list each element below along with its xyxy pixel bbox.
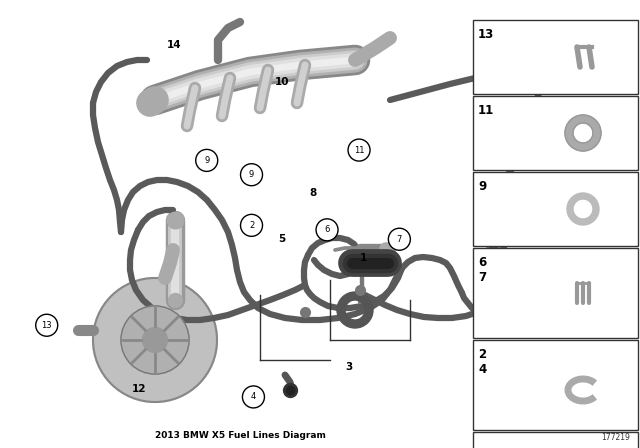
Text: 2013 BMW X5 Fuel Lines Diagram: 2013 BMW X5 Fuel Lines Diagram (155, 431, 325, 440)
Text: 13: 13 (42, 321, 52, 330)
Circle shape (348, 139, 370, 161)
Circle shape (121, 306, 189, 374)
Circle shape (143, 327, 168, 353)
Circle shape (241, 164, 262, 186)
Text: 2
4: 2 4 (478, 348, 486, 376)
FancyBboxPatch shape (473, 20, 638, 94)
Text: 177219: 177219 (601, 433, 630, 442)
Text: 8: 8 (309, 188, 317, 198)
Circle shape (196, 149, 218, 172)
FancyBboxPatch shape (473, 248, 638, 338)
Text: 1: 1 (360, 254, 367, 263)
Circle shape (36, 314, 58, 336)
FancyBboxPatch shape (473, 432, 638, 448)
Text: 6: 6 (324, 225, 330, 234)
Text: 9: 9 (478, 180, 486, 193)
Text: 14: 14 (167, 40, 181, 50)
Circle shape (316, 219, 338, 241)
Text: 9: 9 (249, 170, 254, 179)
Circle shape (243, 386, 264, 408)
Text: 9: 9 (204, 156, 209, 165)
FancyBboxPatch shape (473, 96, 638, 170)
Circle shape (93, 278, 217, 402)
FancyBboxPatch shape (473, 172, 638, 246)
FancyBboxPatch shape (473, 340, 638, 430)
Text: 4: 4 (251, 392, 256, 401)
Text: 10: 10 (275, 77, 289, 87)
Text: 11: 11 (354, 146, 364, 155)
Text: 2: 2 (249, 221, 254, 230)
Text: 11: 11 (478, 104, 494, 117)
Text: 13: 13 (478, 28, 494, 41)
Circle shape (241, 214, 262, 237)
Circle shape (388, 228, 410, 250)
Text: 12: 12 (132, 384, 147, 394)
Text: 3: 3 (345, 362, 353, 372)
Text: 5: 5 (278, 234, 285, 244)
Text: 7: 7 (397, 235, 402, 244)
Text: 6
7: 6 7 (478, 256, 486, 284)
